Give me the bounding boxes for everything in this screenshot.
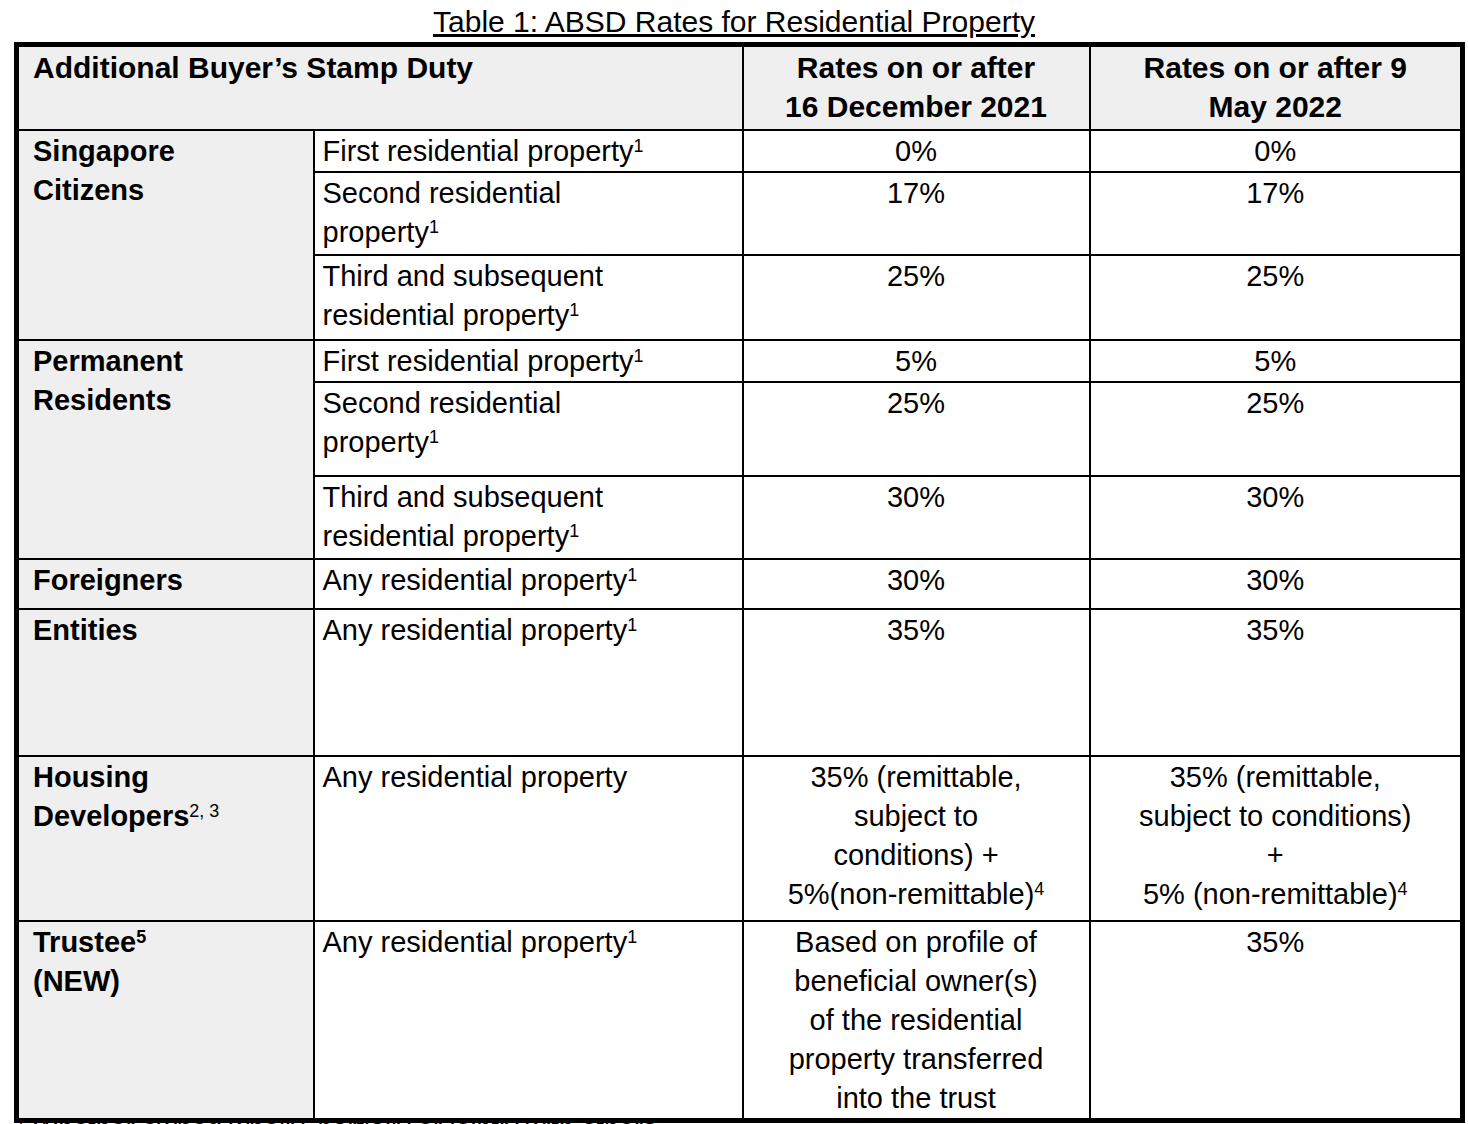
footnote-marker: 4 [1398,879,1408,899]
pr-first-rate-2021-cell: 5% [743,340,1090,382]
table-row: Permanent Residents First residential pr… [17,340,1463,382]
pr-second-rate-2022-cell: 25% [1090,382,1463,476]
foreigners-property-cell: Any residential property1 [314,559,743,609]
sc-first-rate-2021-cell: 0% [743,130,1090,172]
property-text: Second residential property [323,387,562,458]
footnote-marker: 1 [634,346,644,366]
property-text: First residential property [323,345,634,377]
group-label-entities: Entities [17,609,314,756]
group-label-text: Trustee [33,926,136,958]
foreigners-rate-2022-cell: 30% [1090,559,1463,609]
group-label-text: Singapore Citizens [33,135,175,206]
table-title-text: Table 1: ABSD Rates for Residential Prop… [433,5,1035,38]
property-text: Any residential property [323,614,628,646]
hd-rate-2022-cell: 35% (remittable, subject to conditions) … [1090,756,1463,921]
sc-third-rate-2022-cell: 25% [1090,255,1463,340]
sc-first-property-cell: First residential property1 [314,130,743,172]
footnote-marker: 1 [627,565,637,585]
footnote-marker: 4 [1034,879,1044,899]
footnote-marker: 1 [16,1115,25,1124]
group-label-housing-developers: Housing Developers2, 3 [17,756,314,921]
footnote-marker: 1 [627,927,637,947]
table-row: Foreigners Any residential property1 30%… [17,559,1463,609]
sc-third-property-cell: Third and subsequent residential propert… [314,255,743,340]
group-label-text: Permanent Residents [33,345,183,416]
sc-second-property-cell: Second residential property1 [314,172,743,255]
pr-second-rate-2021-cell: 25% [743,382,1090,476]
trustee-rate-2022-cell: 35% [1090,921,1463,1121]
pr-first-rate-2022-cell: 5% [1090,340,1463,382]
entities-property-cell: Any residential property1 [314,609,743,756]
property-text: Third and subsequent residential propert… [323,260,604,331]
footnote-marker: 2, 3 [189,801,219,821]
footnote-1: 1 Whether owned wholly, partially or joi… [16,1114,664,1124]
header-row: Additional Buyer’s Stamp Duty Rates on o… [17,45,1463,130]
footnote-marker: 1 [569,300,579,320]
footnote-marker: 1 [429,217,439,237]
sc-third-rate-2021-cell: 25% [743,255,1090,340]
sc-second-rate-2022-cell: 17% [1090,172,1463,255]
table-row: Trustee5 (NEW) Any residential property 1 … [17,921,1463,1121]
entities-rate-2021-cell: 35% [743,609,1090,756]
property-text: Any residential property [323,564,628,596]
absd-rates-table: Additional Buyer’s Stamp Duty Rates on o… [14,42,1465,1123]
group-label-text-line2: (NEW) [33,962,305,1001]
footnote-marker: 5 [136,927,146,947]
hd-property-cell: Any residential property [314,756,743,921]
header-profile-cell: Additional Buyer’s Stamp Duty [17,45,743,130]
footnote-marker: 1 [634,136,644,156]
property-text: First residential property [323,135,634,167]
table-row: Housing Developers2, 3 Any residential p… [17,756,1463,921]
footnote-marker: 1 [627,615,637,635]
header-rates-2022-cell: Rates on or after 9 May 2022 [1090,45,1463,130]
group-label-trustee: Trustee5 (NEW) [17,921,314,1121]
foreigners-rate-2021-cell: 30% [743,559,1090,609]
entities-rate-2022-cell: 35% [1090,609,1463,756]
group-label-text: Housing Developers [33,761,189,832]
document-page: Table 1: ABSD Rates for Residential Prop… [0,0,1468,1124]
group-label-text: Foreigners [33,564,183,596]
property-text: Third and subsequent residential propert… [323,481,604,552]
trustee-property-cell: Any residential property1 [314,921,743,1121]
property-text: Second residential property [323,177,562,248]
table-row: Entities Any residential property1 35% 3… [17,609,1463,756]
pr-first-property-cell: First residential property1 [314,340,743,382]
header-rates-2021-cell: Rates on or after 16 December 2021 [743,45,1090,130]
group-label-foreigners: Foreigners [17,559,314,609]
hd-rate-2021-cell: 35% (remittable, subject to conditions) … [743,756,1090,921]
property-text: Any residential property [323,761,628,793]
property-text: Any residential property [323,926,628,958]
rate-text: 35% (remittable, subject to conditions) … [1139,761,1411,910]
rate-text: 35% (remittable, subject to conditions) … [788,761,1035,910]
group-label-permanent-residents: Permanent Residents [17,340,314,559]
group-label-text: Entities [33,614,138,646]
pr-third-property-cell: Third and subsequent residential propert… [314,476,743,559]
footnote-text: Whether owned wholly, partially or joint… [25,1114,664,1124]
table-row: Singapore Citizens First residential pro… [17,130,1463,172]
sc-first-rate-2022-cell: 0% [1090,130,1463,172]
group-label-singapore-citizens: Singapore Citizens [17,130,314,340]
table-title: Table 1: ABSD Rates for Residential Prop… [0,4,1468,40]
footnote-marker: 1 [429,427,439,447]
pr-second-property-cell: Second residential property1 [314,382,743,476]
trustee-rate-2021-cell: Based on profile of beneficial owner(s) … [743,921,1090,1121]
pr-third-rate-2022-cell: 30% [1090,476,1463,559]
pr-third-rate-2021-cell: 30% [743,476,1090,559]
footnote-marker: 1 [569,521,579,541]
sc-second-rate-2021-cell: 17% [743,172,1090,255]
